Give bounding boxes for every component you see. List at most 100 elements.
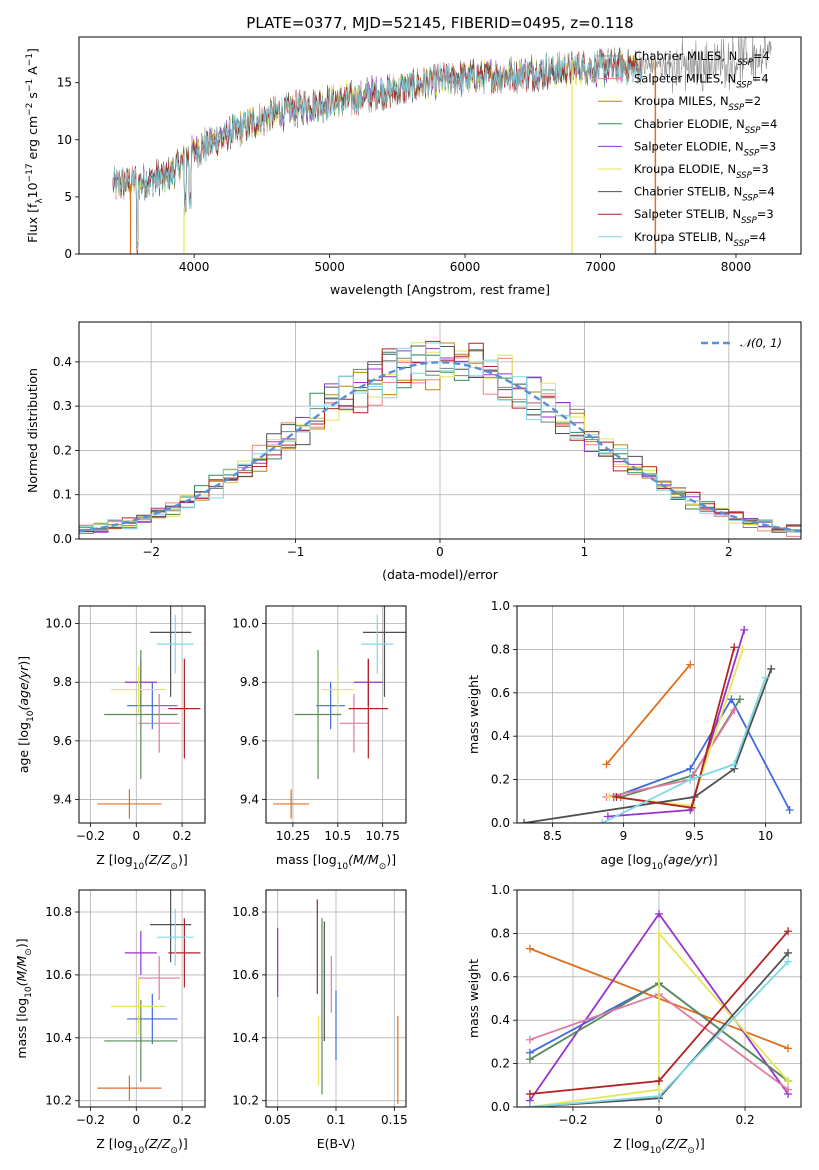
y-axis-label: Flux [fλ10−17 erg cm−2 s−1 A−1] (25, 48, 45, 243)
weight-marker (740, 625, 749, 634)
y-tick-label: 0.2 (491, 1057, 510, 1071)
mass_vs_ebv-axes (266, 890, 406, 1107)
weight-marker (603, 812, 612, 821)
age_vs_mass-frame: 10.25 10.5 10.75 9.4 9.6 9.8 10.0 mass [log10(M… (232, 605, 407, 872)
x-axis-label: mass [log10(M/M⊙)] (276, 852, 396, 872)
weight-marker (761, 673, 770, 682)
residual_hist-frame: −2 −1 0 1 2 0.0 0.1 0.2 0.3 0.4 𝒩(0, 1) (data-model… (25, 321, 802, 582)
y-tick-label: 9.4 (53, 793, 72, 807)
x-tick-label: −1 (287, 545, 305, 559)
weight-marker (767, 664, 776, 673)
weight-marker (727, 695, 736, 704)
x-tick-label: 10 (758, 829, 773, 843)
x-tick-label: 10.5 (324, 829, 351, 843)
mass_vs_Z-frame: −0.2 0 0.2 10.2 10.4 10.6 10.8 Z [log10(Z/Z⊙)] m… (14, 889, 206, 1156)
mass_vs_Z-plot (97, 890, 201, 1101)
x-tick-label: 4000 (179, 260, 210, 274)
y-tick-label: 0 (64, 247, 72, 261)
weight-marker (612, 792, 621, 801)
x-tick-label: 9.5 (685, 829, 704, 843)
x-tick-label: 0.2 (173, 829, 192, 843)
x-tick-label: 10.75 (365, 829, 399, 843)
weight-marker (784, 957, 793, 966)
y-tick-label: 10 (57, 133, 72, 147)
x-tick-label: 1 (581, 545, 589, 559)
legend-entry: Salpeter MILES, NSSP=4 (634, 72, 769, 91)
weight-marker (784, 1076, 793, 1085)
weight-line (605, 664, 691, 765)
weight-marker (730, 760, 739, 769)
y-tick-label: 10.8 (232, 905, 259, 919)
weight-marker (605, 792, 614, 801)
weight_vs_Z-frame: −0.2 0 0.2 0.0 0.2 0.4 0.6 0.8 1.0 Z [log10(Z/Z⊙)… (466, 883, 802, 1156)
y-tick-label: 0.8 (491, 642, 510, 656)
y-tick-label: 0.1 (53, 488, 72, 502)
axes-frame (516, 605, 802, 824)
weight-marker (655, 1076, 663, 1085)
spectrum-line (112, 50, 642, 252)
y-tick-label: 0.3 (53, 399, 72, 413)
spectrum-axes (112, 37, 772, 254)
x-tick-label: 0 (655, 1113, 663, 1127)
y-tick-label: 10.6 (45, 968, 72, 982)
mass_vs_Z-axes (79, 890, 205, 1107)
y-tick-label: 9.6 (240, 734, 259, 748)
weight-marker (686, 775, 695, 784)
y-tick-label: 1.0 (491, 599, 510, 613)
weight_vs_age-plot (520, 625, 794, 823)
legend-entry: Kroupa MILES, NSSP=2 (634, 94, 761, 113)
weight-marker (602, 760, 611, 769)
x-tick-label: 5000 (314, 260, 345, 274)
weight-marker (686, 660, 695, 669)
weight-marker (655, 909, 663, 918)
weight-marker (730, 706, 739, 715)
x-tick-label: −0.2 (558, 1113, 587, 1127)
weight-line (607, 629, 746, 818)
x-axis-label: E(B-V) (317, 1136, 356, 1151)
y-tick-label: 0.4 (53, 355, 72, 369)
weight-marker (784, 1044, 793, 1053)
y-tick-label: 9.4 (240, 793, 259, 807)
spectrum-legend: Chabrier MILES, NSSP=4 Salpeter MILES, NS… (598, 49, 777, 249)
weight_vs_Z-plot (525, 909, 793, 1107)
x-axis-label: Z [log10(Z/Z⊙)] (96, 1136, 187, 1156)
x-axis-label: Z [log10(Z/Z⊙)] (613, 1136, 704, 1156)
x-tick-label: 0.05 (264, 1113, 291, 1127)
axes-frame (78, 36, 802, 255)
y-tick-label: 9.6 (53, 734, 72, 748)
age_vs_mass-plot (273, 606, 406, 819)
y-tick-label: 10.2 (45, 1094, 72, 1108)
weight-marker (655, 929, 663, 938)
histogram-step (79, 342, 801, 535)
weight-marker (520, 819, 529, 823)
spectrum-plot (112, 37, 772, 254)
x-tick-label: 7000 (585, 260, 616, 274)
weight-line (613, 697, 791, 811)
y-tick-label: 10.0 (45, 617, 72, 631)
x-tick-label: 9 (620, 829, 628, 843)
weight-marker (784, 948, 793, 957)
legend-entry: Kroupa STELIB, NSSP=4 (634, 230, 766, 249)
weight-marker (525, 1035, 534, 1044)
weight-marker (525, 944, 534, 953)
y-tick-label: 10.0 (232, 617, 259, 631)
spectrum-line (112, 49, 642, 248)
y-tick-label: 9.8 (240, 675, 259, 689)
x-axis-label: wavelength [Angstrom, rest frame] (330, 282, 550, 297)
legend-entry: Kroupa ELODIE, NSSP=3 (634, 162, 769, 181)
axes-frame (78, 605, 206, 824)
x-tick-label: 2 (725, 545, 733, 559)
x-tick-label: −2 (142, 545, 160, 559)
y-tick-label: 0.4 (491, 1013, 510, 1027)
weight-marker (687, 803, 696, 812)
y-tick-label: 10.4 (45, 1031, 72, 1045)
spectrum-line (112, 51, 642, 253)
y-tick-label: 0.8 (491, 926, 510, 940)
x-tick-label: 0 (436, 545, 444, 559)
weight-line (523, 668, 773, 823)
weight_vs_Z-axes (517, 889, 801, 1108)
weight-marker (738, 645, 747, 654)
weight_vs_age-axes (517, 605, 801, 824)
y-axis-label: Normed distribution (25, 368, 40, 493)
